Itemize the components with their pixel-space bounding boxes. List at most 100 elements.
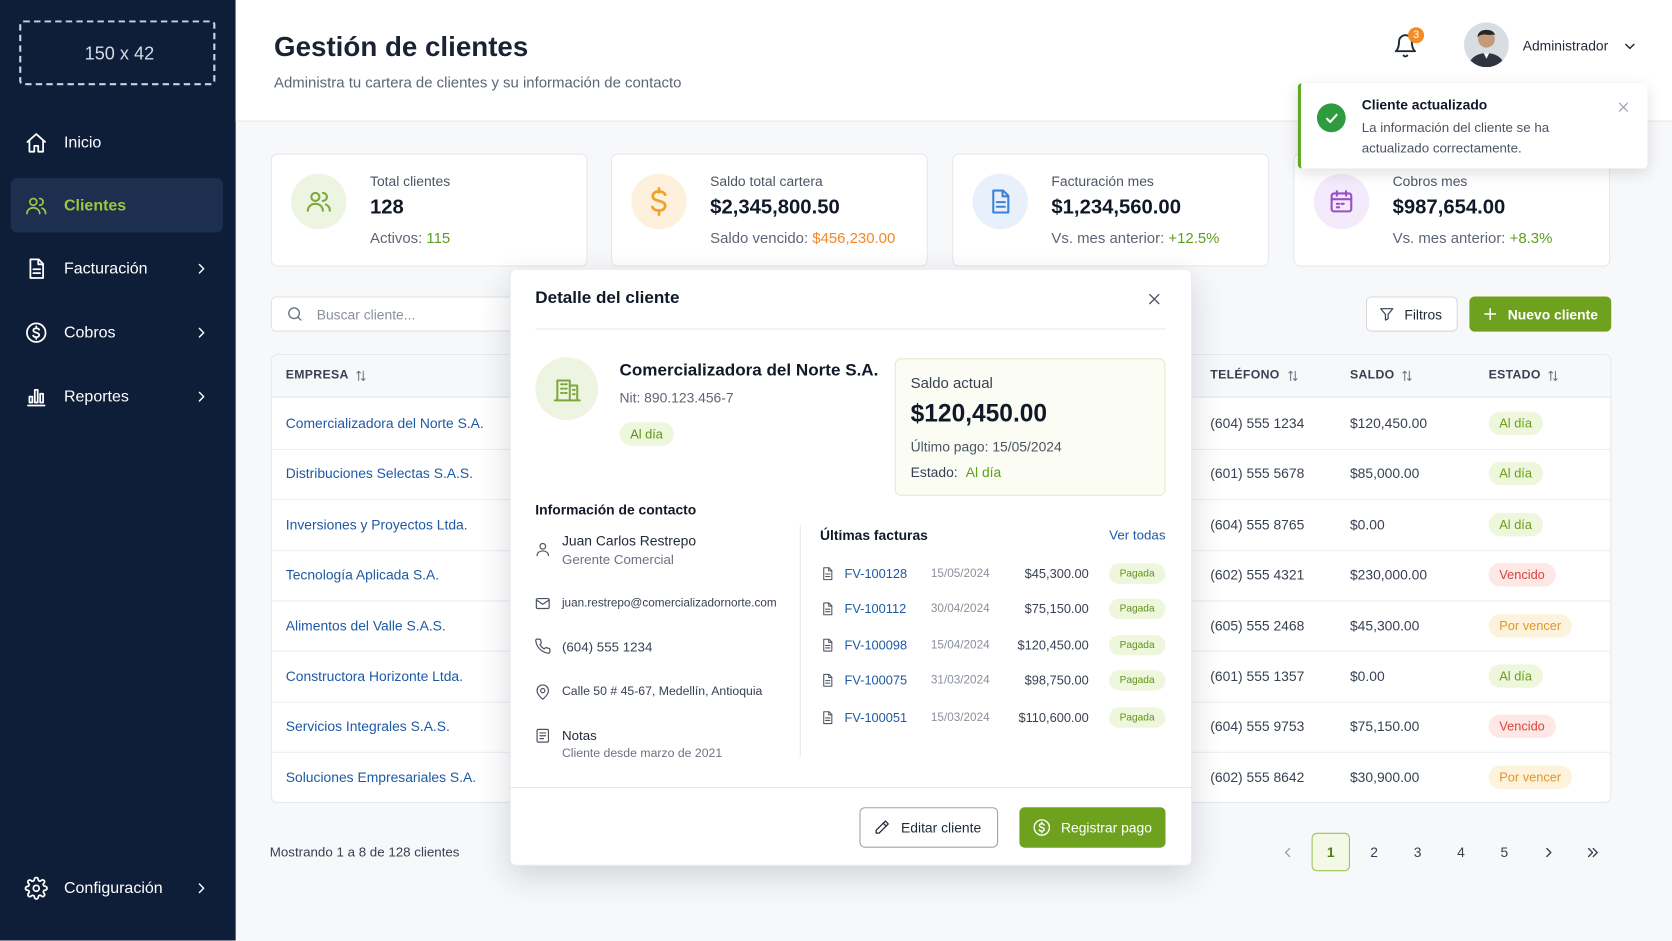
page-number[interactable]: 4 (1457, 844, 1465, 860)
next-page[interactable] (1540, 844, 1556, 860)
stat-icon (306, 191, 331, 212)
sort-icon (1548, 370, 1559, 381)
column-header[interactable]: ESTADO (1488, 368, 1541, 382)
company-link[interactable]: Soluciones Empresariales S.A. (285, 769, 477, 786)
user-chevron (1624, 43, 1635, 49)
contact-title: Información de contacto (535, 501, 697, 518)
edit-button[interactable] (859, 807, 999, 848)
prev-page[interactable] (1279, 844, 1295, 860)
company-nit: Nit: 890.123.456-7 (619, 389, 734, 406)
see-all-link[interactable]: Ver todas (1109, 527, 1166, 543)
invoice-link[interactable]: FV-100098 (844, 637, 908, 653)
nav-item[interactable]: Reportes (63, 387, 129, 406)
section-divider (799, 524, 801, 758)
invoice-amount: $45,300.00 (1024, 566, 1089, 582)
phone-cell: (604) 555 8765 (1210, 516, 1305, 533)
pay-button[interactable] (1019, 807, 1166, 848)
stat-value: 128 (370, 196, 404, 219)
invoice-icon (823, 673, 833, 687)
balance-status: Estado: Al día (911, 464, 1002, 480)
balance-label: Saldo actual (910, 374, 993, 392)
modal-footer-divider (509, 786, 1193, 789)
contact-icon (536, 684, 550, 700)
company-link[interactable]: Inversiones y Proyectos Ltda. (285, 516, 468, 533)
sort-icon (356, 370, 367, 381)
avatar-image (1467, 29, 1506, 68)
nav-item[interactable]: Configuración (63, 879, 163, 898)
company-link[interactable]: Tecnología Aplicada S.A. (285, 566, 440, 583)
plus-icon (1483, 307, 1496, 321)
new-client-label: Nuevo cliente (1507, 306, 1598, 323)
balance-cell: $30,900.00 (1349, 769, 1420, 786)
status-pill: Por vencer (1488, 613, 1572, 638)
user-name[interactable]: Administrador (1522, 37, 1609, 54)
stat-value: $987,654.00 (1392, 196, 1506, 219)
phone-cell: (601) 555 5678 (1210, 465, 1305, 482)
balance-cell: $0.00 (1349, 516, 1385, 533)
page-number[interactable]: 2 (1370, 844, 1379, 860)
column-header[interactable]: EMPRESA (285, 368, 349, 382)
stat-icon-bg (1313, 173, 1370, 230)
contact-name: Juan Carlos Restrepo (561, 532, 697, 549)
page-number[interactable]: 1 (1326, 844, 1335, 860)
company-link[interactable]: Alimentos del Valle S.A.S. (285, 617, 446, 634)
company-link[interactable]: Distribuciones Selectas S.A.S. (285, 465, 474, 482)
contact-phone: (604) 555 1234 (561, 639, 653, 655)
nav-icon (29, 258, 44, 279)
nav-chevron (198, 263, 205, 274)
contact-icon (536, 728, 550, 743)
nav-icon (24, 876, 48, 900)
last-payment: Último pago: 15/05/2024 (910, 438, 1062, 455)
invoice-link[interactable]: FV-100075 (844, 672, 908, 688)
column-header[interactable]: SALDO (1349, 368, 1395, 382)
page-title: Gestión de clientes (274, 30, 529, 63)
invoice-link[interactable]: FV-100128 (844, 566, 908, 582)
avatar[interactable] (1464, 22, 1509, 68)
invoice-status: Pagada (1108, 707, 1166, 728)
stat-sub: Activos: 115 (370, 229, 450, 246)
page-number[interactable]: 3 (1413, 844, 1422, 860)
notification-badge: 3 (1408, 27, 1425, 44)
toast (1297, 83, 1648, 169)
nav-item[interactable]: Clientes (63, 196, 127, 215)
nav-active-bg (10, 178, 223, 233)
stat-label: Total clientes (370, 173, 451, 190)
invoice-icon (823, 711, 833, 725)
stat-icon-bg (291, 173, 347, 230)
invoice-status: Pagada (1108, 598, 1166, 620)
stat-sub: Saldo vencido: $456,230.00 (710, 229, 895, 246)
status-pill: Al día (1488, 411, 1543, 436)
last-page[interactable] (1584, 844, 1600, 860)
logo-placeholder: 150 x 42 (19, 20, 216, 86)
company-link[interactable]: Servicios Integrales S.A.S. (285, 718, 450, 735)
nav-item[interactable]: Inicio (63, 133, 102, 152)
page-number[interactable]: 5 (1500, 844, 1509, 860)
search-placeholder: Buscar cliente... (316, 306, 416, 323)
modal-divider (535, 328, 1166, 330)
sort-icon (1402, 370, 1412, 381)
invoice-date: 15/04/2024 (930, 638, 990, 652)
logo-text: 150 x 42 (84, 43, 155, 64)
modal-close[interactable] (1145, 290, 1163, 308)
company-link[interactable]: Comercializadora del Norte S.A. (285, 415, 484, 432)
filters-label: Filtros (1404, 306, 1443, 323)
filters-button[interactable] (1365, 296, 1458, 332)
company-link[interactable]: Constructora Horizonte Ltda. (285, 668, 464, 685)
notes-text: Cliente desde marzo de 2021 (561, 747, 723, 761)
stat-sub-value: +8.3% (1509, 229, 1553, 247)
balance-value: $120,450.00 (910, 399, 1048, 428)
invoice-link[interactable]: FV-100112 (844, 601, 907, 617)
nav-item[interactable]: Facturación (63, 259, 148, 278)
filter-icon (1379, 308, 1393, 321)
stat-label: Facturación mes (1051, 173, 1154, 190)
toast-close[interactable] (1615, 99, 1631, 115)
invoice-link[interactable]: FV-100051 (844, 710, 908, 726)
stat-sub-value: $456,230.00 (812, 229, 896, 247)
search-input[interactable] (270, 296, 527, 332)
column-header[interactable]: TELÉFONO (1210, 368, 1280, 382)
nav-icon (26, 197, 47, 215)
contact-icon (535, 597, 550, 610)
invoice-status: Pagada (1108, 634, 1166, 656)
nav-item[interactable]: Cobros (63, 323, 116, 342)
